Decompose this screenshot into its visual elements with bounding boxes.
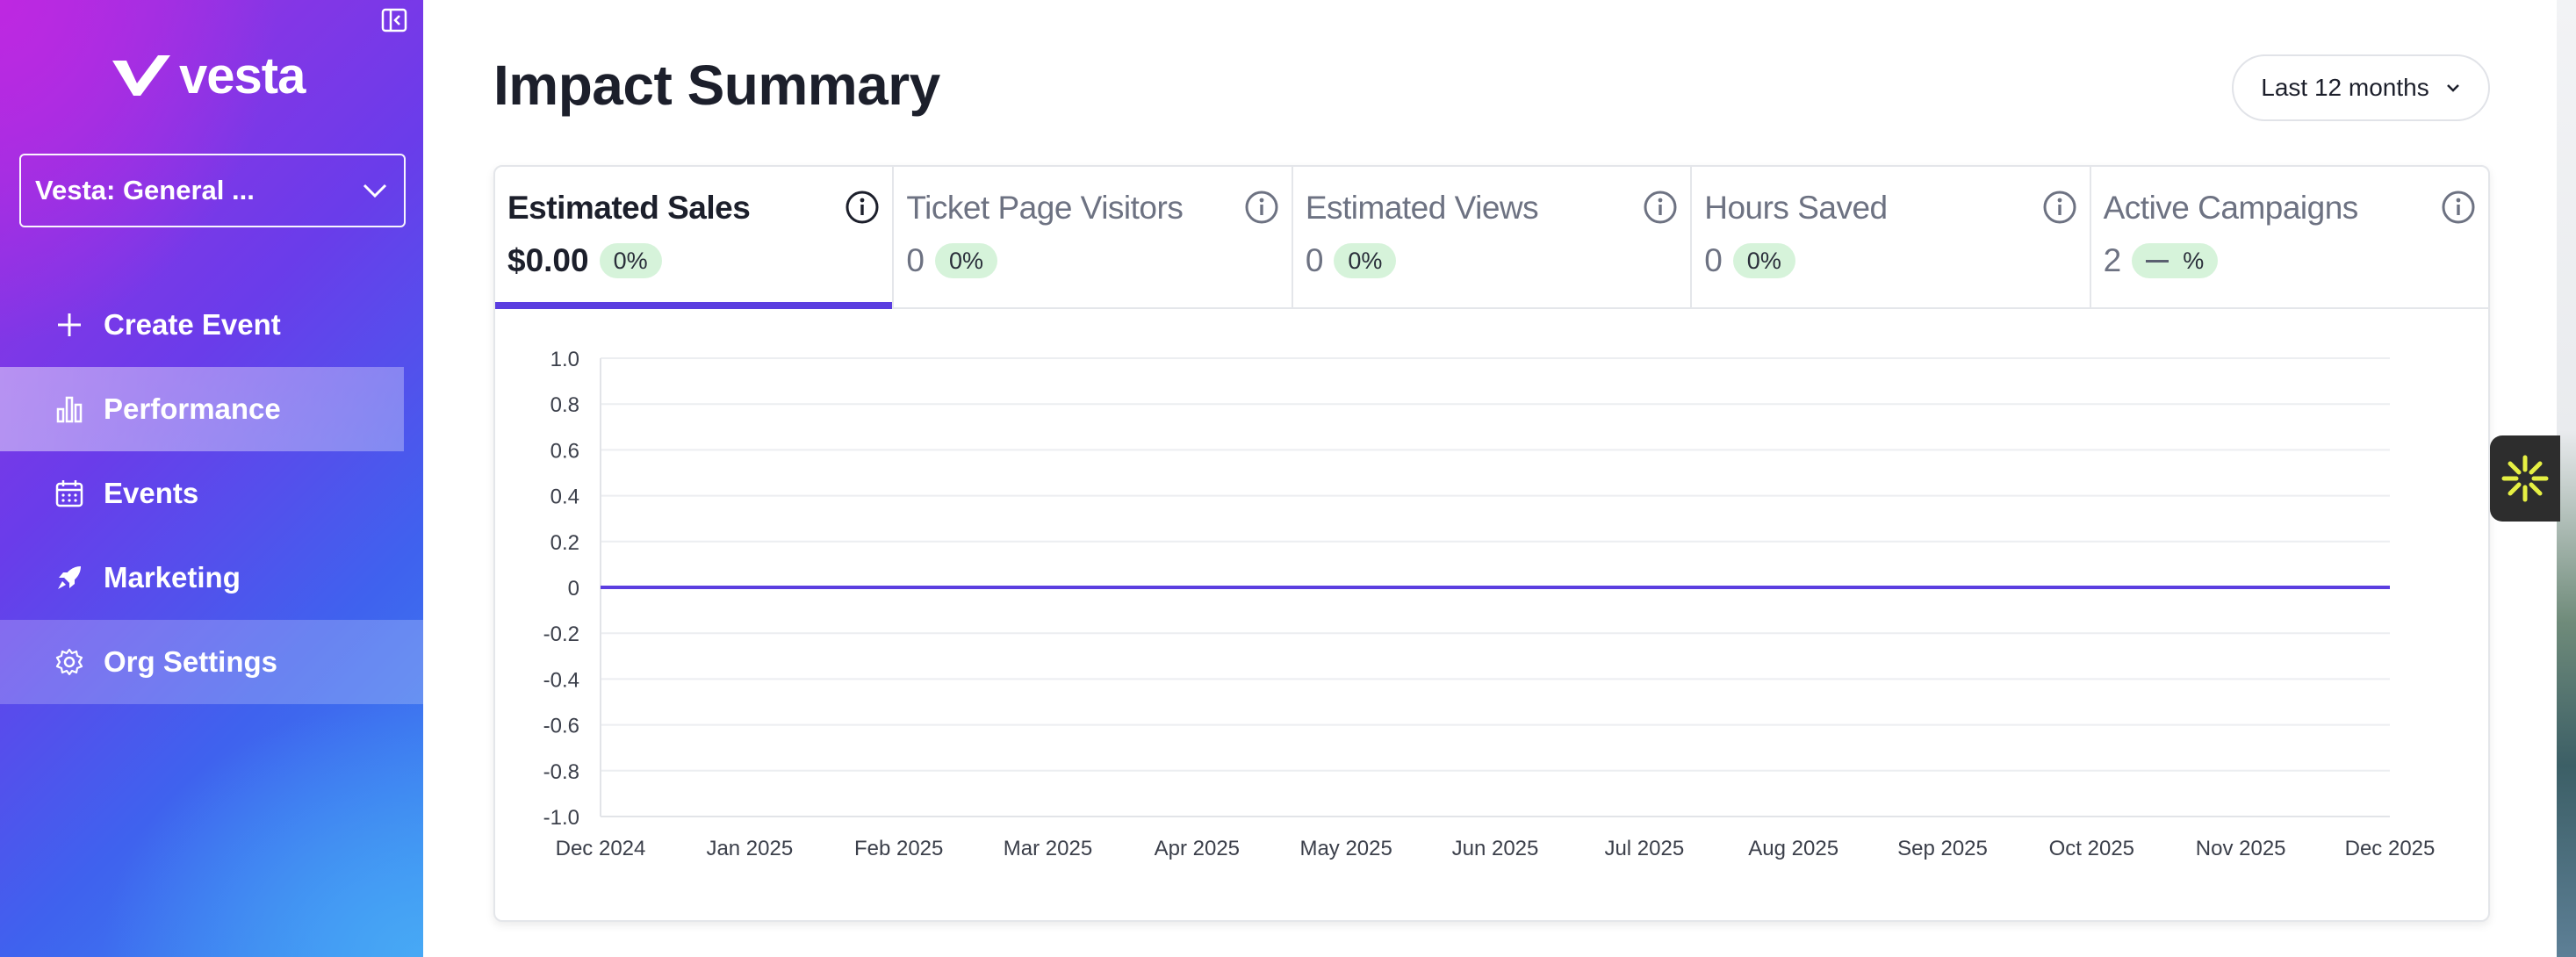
brand-name: vesta [179, 47, 306, 104]
sidebar-item-label: Create Event [104, 308, 281, 341]
org-selector-value: Vesta: General ... [35, 175, 255, 205]
gear-icon [54, 647, 84, 677]
page-title: Impact Summary [493, 54, 940, 117]
vesta-logo-mark-icon [112, 55, 170, 96]
vesta-logo[interactable]: vesta [111, 47, 306, 104]
change-badge: 0% [599, 243, 662, 278]
y-tick-label: -0.8 [543, 760, 579, 784]
bar-chart-icon [54, 394, 84, 424]
y-tick-label: -1.0 [543, 806, 579, 830]
sidebar-item-label: Events [104, 477, 199, 509]
sidebar-item-marketing[interactable]: Marketing [0, 536, 423, 620]
sidebar: vesta Vesta: General ... Create Event Pe… [0, 0, 423, 957]
y-tick-label: -0.6 [543, 715, 579, 738]
assistant-widget-button[interactable] [2490, 435, 2560, 522]
impact-summary-card: Estimated Sales $0.00 0% Ticket Page Vis… [493, 165, 2490, 922]
y-tick-label: -0.2 [543, 622, 579, 646]
chevron-down-icon [2446, 84, 2459, 92]
tab-label: Estimated Views [1305, 190, 1539, 226]
y-tick-label: 1.0 [550, 348, 579, 371]
x-tick-label: Feb 2025 [854, 837, 943, 860]
metric-tabs: Estimated Sales $0.00 0% Ticket Page Vis… [495, 167, 2488, 309]
x-tick-label: Dec 2025 [2345, 837, 2436, 860]
x-tick-label: Aug 2025 [1748, 837, 1838, 860]
collapse-sidebar-icon[interactable] [379, 7, 409, 33]
sidebar-item-events[interactable]: Events [0, 451, 423, 536]
tab-label: Estimated Sales [507, 190, 751, 226]
tab-estimated-views[interactable]: Estimated Views 0 0% [1293, 167, 1693, 307]
sidebar-item-label: Performance [104, 392, 281, 425]
sidebar-item-label: Org Settings [104, 645, 278, 678]
tab-value: 0 [1704, 242, 1723, 278]
org-selector[interactable]: Vesta: General ... [19, 154, 406, 227]
chevron-down-icon [363, 183, 387, 198]
tab-value: 0 [906, 242, 925, 278]
calendar-icon [54, 478, 84, 508]
change-badge: % [2132, 243, 2219, 278]
info-icon[interactable] [1244, 190, 1279, 225]
tab-label: Hours Saved [1704, 190, 1888, 226]
x-tick-label: Sep 2025 [1897, 837, 1988, 860]
y-tick-label: 0.6 [550, 439, 579, 463]
tab-active-campaigns[interactable]: Active Campaigns 2 % [2091, 167, 2488, 307]
tab-label: Ticket Page Visitors [906, 190, 1184, 226]
asterisk-star-icon [2501, 455, 2549, 502]
dash-icon [2146, 259, 2169, 263]
sidebar-item-create-event[interactable]: Create Event [0, 283, 423, 367]
y-tick-label: 0 [568, 577, 579, 601]
sidebar-item-performance[interactable]: Performance [0, 367, 404, 451]
x-tick-label: Mar 2025 [1004, 837, 1092, 860]
change-badge: 0% [934, 243, 998, 278]
sidebar-item-label: Marketing [104, 561, 241, 594]
y-tick-label: 0.4 [550, 486, 579, 509]
tab-estimated-sales[interactable]: Estimated Sales $0.00 0% [495, 167, 895, 309]
info-icon[interactable] [2441, 190, 2476, 225]
y-tick-label: 0.2 [550, 531, 579, 555]
x-tick-label: Jul 2025 [1604, 837, 1684, 860]
change-badge: 0% [1334, 243, 1397, 278]
y-tick-label: -0.4 [543, 668, 579, 692]
x-tick-label: Oct 2025 [2049, 837, 2134, 860]
tab-ticket-page-visitors[interactable]: Ticket Page Visitors 0 0% [894, 167, 1293, 307]
chart-area: 1.0 0.8 0.6 0.4 0.2 0 -0.2 -0.4 -0.6 -0.8 -1.0 Dec … [495, 311, 2488, 922]
x-tick-label: Jun 2025 [1452, 837, 1539, 860]
info-icon[interactable] [845, 190, 880, 225]
x-tick-label: Nov 2025 [2196, 837, 2286, 860]
plus-icon [54, 310, 84, 340]
tab-value: $0.00 [507, 242, 589, 278]
sidebar-item-org-settings[interactable]: Org Settings [0, 620, 423, 704]
date-range-value: Last 12 months [2261, 74, 2429, 101]
change-badge: 0% [1732, 243, 1795, 278]
x-tick-label: Jan 2025 [706, 837, 793, 860]
tab-hours-saved[interactable]: Hours Saved 0 0% [1692, 167, 2091, 307]
tab-value: 2 [2103, 242, 2122, 278]
info-icon[interactable] [2042, 190, 2077, 225]
desktop-background-edge [2557, 0, 2576, 957]
tab-label: Active Campaigns [2103, 190, 2359, 226]
rocket-icon [54, 563, 84, 593]
info-icon[interactable] [1643, 190, 1678, 225]
line-chart: 1.0 0.8 0.6 0.4 0.2 0 -0.2 -0.4 -0.6 -0.8 -1.0 Dec … [543, 348, 2436, 860]
x-tick-label: Apr 2025 [1155, 837, 1240, 860]
x-tick-label: May 2025 [1299, 837, 1392, 860]
x-tick-label: Dec 2024 [556, 837, 646, 860]
date-range-select[interactable]: Last 12 months [2232, 54, 2490, 121]
tab-value: 0 [1305, 242, 1324, 278]
y-tick-label: 0.8 [550, 393, 579, 417]
